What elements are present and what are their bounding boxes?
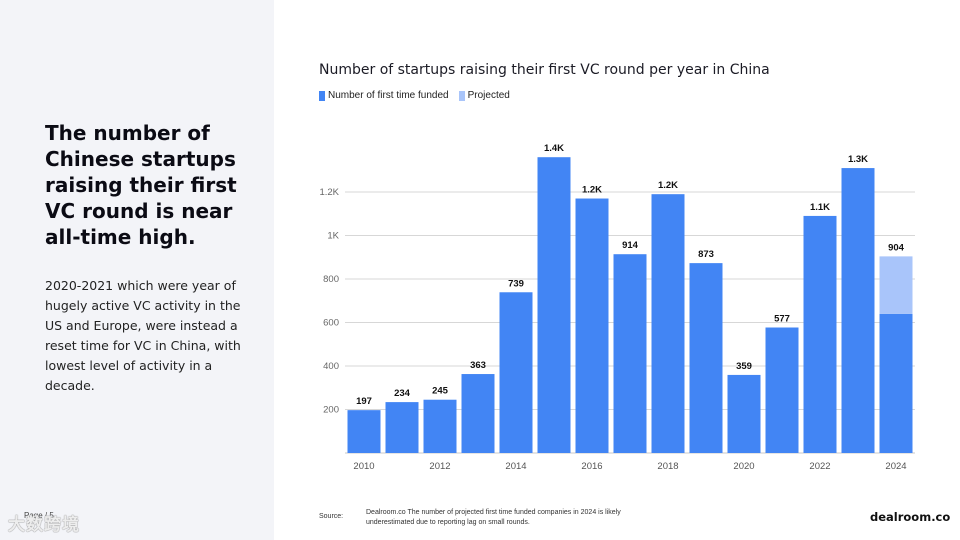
- bar: [651, 194, 685, 454]
- bar-chart: 200 400 600 800 1K 1.2K 197 2010 234 245 2012 363 73…: [319, 143, 915, 472]
- legend-label-projected: Projected: [467, 90, 510, 101]
- x-tick-label: 2014: [505, 461, 526, 472]
- x-tick-label: 2012: [429, 461, 450, 472]
- data-label: 1.1K: [810, 202, 830, 213]
- y-tick-label: 1K: [327, 231, 339, 242]
- data-label: 359: [736, 361, 752, 372]
- bar: [461, 374, 495, 453]
- y-tick-label: 600: [323, 318, 339, 329]
- bar: [575, 198, 609, 453]
- data-label: 739: [508, 278, 524, 289]
- bar: [689, 263, 723, 453]
- bar: [879, 313, 913, 453]
- data-label: 904: [888, 242, 905, 253]
- data-label: 1.4K: [544, 143, 564, 154]
- source-label: Source:: [319, 513, 344, 520]
- body-text: 2020-2021 which were year of hugely acti…: [45, 278, 241, 393]
- legend-label-funded: Number of first time funded: [328, 90, 449, 101]
- data-label: 1.3K: [848, 154, 868, 165]
- y-tick-label: 800: [323, 274, 339, 285]
- bar: [803, 215, 837, 453]
- data-label: 873: [698, 249, 714, 260]
- data-label: 914: [622, 240, 639, 251]
- x-tick-label: 2022: [809, 461, 830, 472]
- y-tick-label: 200: [323, 405, 339, 416]
- headline: The number of Chinese startups raising t…: [45, 121, 237, 249]
- data-label: 577: [774, 314, 790, 325]
- bar-projected: [879, 256, 913, 314]
- chart-title: Number of startups raising their first V…: [319, 62, 770, 78]
- bar: [841, 168, 875, 453]
- data-label: 245: [432, 386, 449, 397]
- legend-item-projected: Projected: [458, 90, 510, 101]
- source-note: Dealroom.co The number of projected firs…: [366, 509, 621, 526]
- x-tick-label: 2020: [733, 461, 754, 472]
- legend-item-funded: Number of first time funded: [319, 90, 449, 101]
- watermark: 大数跨境: [8, 515, 80, 534]
- bar: [385, 402, 419, 453]
- chart-legend: Number of first time funded Projected: [319, 90, 510, 101]
- y-tick-label: 400: [323, 361, 339, 372]
- bar: [347, 410, 381, 453]
- data-label: 1.2K: [582, 185, 602, 196]
- data-label: 363: [470, 360, 486, 371]
- bar: [537, 157, 571, 453]
- y-tick-label: 1.2K: [319, 187, 339, 198]
- bar: [423, 399, 457, 453]
- left-panel: [0, 0, 274, 540]
- x-tick-label: 2024: [885, 461, 906, 472]
- x-tick-label: 2018: [657, 461, 678, 472]
- bar: [613, 254, 647, 453]
- data-label: 197: [356, 396, 372, 407]
- bar: [765, 327, 799, 453]
- x-tick-label: 2016: [581, 461, 602, 472]
- data-label: 234: [394, 388, 411, 399]
- bar: [727, 374, 761, 453]
- bar: [499, 292, 533, 453]
- brand-logo: dealroom.co: [870, 510, 951, 524]
- page-number: Page / 5: [24, 511, 54, 520]
- data-label: 1.2K: [658, 180, 678, 191]
- legend-swatch-projected: [458, 90, 465, 101]
- legend-swatch-funded: [319, 90, 325, 101]
- x-tick-label: 2010: [353, 461, 374, 472]
